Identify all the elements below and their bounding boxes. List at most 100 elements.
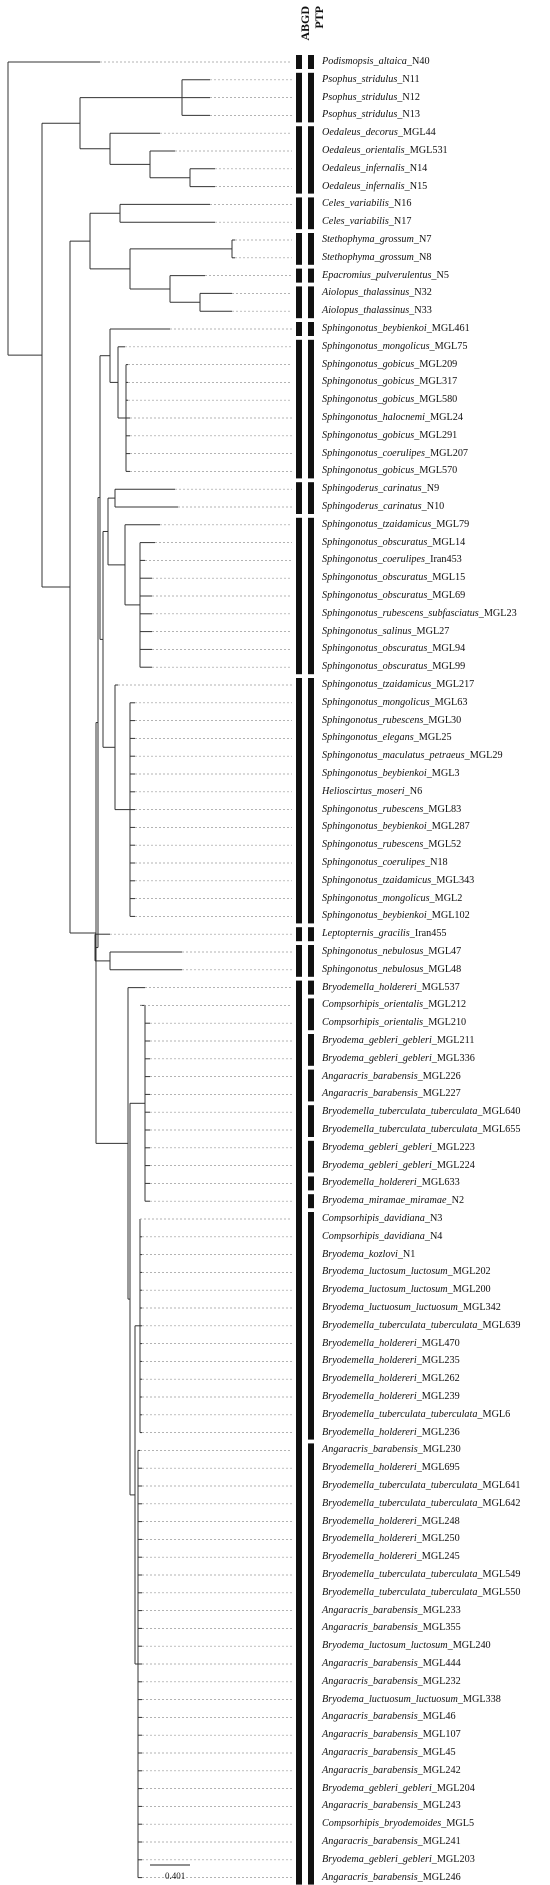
taxon-label: Sphingonotus_rubescens_subfasciatus_MGL2…: [322, 608, 517, 620]
taxon-label: Sphingonotus_salinus_MGL27: [322, 626, 449, 638]
taxon-code: _MGL246: [417, 1871, 461, 1883]
taxon-label: Sphingonotus_rubescens_MGL30: [322, 715, 461, 727]
taxon-label: Sphingonotus_rubescens_MGL52: [322, 839, 461, 851]
delimitation-bar: [308, 1443, 314, 1885]
taxon-name: Angaracris_barabensis: [322, 1711, 418, 1723]
taxon-name: Bryodemella_holdereri: [322, 1515, 417, 1527]
taxon-name: Bryodema_gebleri_gebleri: [322, 1035, 432, 1046]
taxon-code: _MGL531: [404, 145, 448, 156]
taxon-name: Bryodemella_holdereri: [322, 1337, 417, 1349]
taxon-name: Sphingonotus_rubescens: [322, 714, 424, 726]
taxon-code: _N14: [404, 162, 428, 174]
taxon-name: Sphingonotus_coerulipes: [322, 857, 425, 868]
taxon-code: _MGL336: [431, 1052, 475, 1064]
taxon-label: Bryodemella_tuberculata_tuberculata_MGL6…: [322, 1480, 520, 1492]
taxon-code: _MGL262: [416, 1373, 460, 1385]
delimitation-bar: [308, 126, 314, 194]
taxon-name: Sphingonotus_mongolicus: [322, 340, 430, 352]
delimitation-bar: [308, 1140, 314, 1173]
taxon-code: _MGL287: [426, 821, 470, 833]
taxon-label: Sphingonotus_coerulipes_MGL207: [322, 448, 468, 460]
taxon-code: _N11: [397, 73, 420, 85]
taxon-code: _N9: [421, 483, 440, 495]
taxon-label: Compsorhipis_bryodemoides_MGL5: [322, 1818, 474, 1830]
taxon-code: _MGL570: [414, 465, 458, 477]
taxon-name: Bryodemella_holdereri: [322, 1355, 417, 1367]
delimitation-bar: [308, 1212, 314, 1440]
taxon-label: Epacromius_pulverulentus_N5: [322, 270, 449, 282]
taxon-name: Angaracris_barabensis: [322, 1658, 418, 1669]
taxon-name: Bryodemella_holdereri: [322, 1551, 417, 1563]
taxon-name: Sphingonotus_mongolicus: [322, 892, 430, 904]
taxon-name: Bryodemella_tuberculata_tuberculata: [322, 1124, 478, 1135]
taxon-label: Sphingonotus_beybienkoi_MGL3: [322, 768, 460, 780]
delimitation-bar: [296, 55, 302, 69]
taxon-label: Angaracris_barabensis_MGL444: [322, 1658, 461, 1670]
taxon-label: Sphingonotus_gobicus_MGL317: [322, 376, 457, 388]
taxon-label: Bryodemella_holdereri_MGL537: [322, 982, 460, 994]
taxon-name: Epacromius_pulverulentus: [322, 269, 432, 281]
taxon-name: Oedaleus_decorus: [322, 127, 398, 139]
taxon-name: Psophus_stridulus: [322, 91, 398, 103]
taxon-code: _MGL230: [417, 1444, 461, 1456]
taxon-label: Bryodemella_tuberculata_tuberculata_MGL5…: [322, 1587, 520, 1599]
taxon-label: Podismopsis_altaica_N40: [322, 56, 430, 68]
taxon-name: Angaracris_barabensis: [322, 1675, 418, 1687]
taxon-name: Sphingonotus_maculatus_petraeus: [322, 750, 465, 762]
taxon-code: _MGL470: [416, 1337, 460, 1349]
taxon-name: Oedaleus_orientalis: [322, 145, 405, 156]
taxon-name: Sphingonotus_obscuratus: [322, 590, 428, 601]
taxon-label: Sphingonotus_tzaidamicus_MGL217: [322, 679, 474, 691]
taxon-name: Bryodema_luctuosum_luctuosum: [322, 1693, 458, 1705]
taxon-label: Psophus_stridulus_N12: [322, 92, 420, 104]
taxon-label: Sphingonotus_coerulipes_N18: [322, 857, 448, 869]
taxon-label: Bryodema_luctuosum_luctuosum_MGL342: [322, 1302, 501, 1314]
taxon-name: Bryodema_miramae_miramae: [322, 1195, 447, 1207]
taxon-label: Sphingonotus_maculatus_petraeus_MGL29: [322, 750, 503, 762]
taxon-code: _MGL30: [423, 714, 462, 726]
taxon-code: _N13: [397, 109, 420, 121]
taxon-name: Bryodema_gebleri_gebleri: [322, 1782, 432, 1794]
taxon-code: _MGL233: [417, 1604, 461, 1616]
taxon-name: Sphingonotus_obscuratus: [322, 536, 428, 548]
taxon-label: Sphingoderus_carinatus_N10: [322, 501, 444, 513]
taxon-label: Sphingonotus_tzaidamicus_MGL343: [322, 875, 474, 887]
taxon-code: _MGL224: [431, 1159, 475, 1171]
taxon-name: Sphingonotus_beybienkoi: [322, 821, 427, 833]
taxon-code: _MGL444: [417, 1658, 461, 1669]
taxon-label: Sphingonotus_obscuratus_MGL99: [322, 661, 465, 673]
taxon-label: Bryodemella_holdereri_MGL245: [322, 1551, 460, 1563]
taxon-label: Angaracris_barabensis_MGL226: [322, 1071, 461, 1083]
taxon-name: Bryodema_gebleri_gebleri: [322, 1052, 432, 1064]
taxon-name: Celes_variabilis: [322, 216, 389, 228]
taxon-code: _MGL338: [457, 1693, 501, 1705]
taxon-code: _MGL5: [441, 1818, 475, 1830]
delimitation-bar: [296, 286, 302, 319]
delimitation-bar: [308, 233, 314, 265]
taxon-name: Bryodemella_holdereri: [322, 1426, 417, 1438]
taxon-label: Psophus_stridulus_N11: [322, 74, 420, 86]
taxon-name: Sphingonotus_halocnemi: [322, 412, 425, 423]
delimitation-bar: [296, 482, 302, 514]
taxon-code: _MGL461: [426, 323, 470, 334]
taxon-code: _MGL695: [416, 1462, 460, 1474]
taxon-name: Bryodemella_tuberculata_tuberculata: [322, 1319, 478, 1331]
taxon-label: Celes_variabilis_N17: [322, 216, 411, 228]
taxon-name: Angaracris_barabensis: [322, 1070, 418, 1082]
taxon-label: Angaracris_barabensis_MGL227: [322, 1088, 461, 1100]
taxon-name: Sphingonotus_obscuratus: [322, 572, 428, 584]
taxon-label: Angaracris_barabensis_MGL243: [322, 1800, 461, 1812]
taxon-code: _MGL655: [477, 1124, 521, 1135]
taxon-name: Oedaleus_infernalis: [322, 180, 405, 192]
taxon-name: Sphingonotus_gobicus: [322, 376, 415, 388]
delimitation-bar: [308, 322, 314, 336]
taxon-code: _MGL355: [417, 1622, 461, 1634]
taxon-name: Bryodema_luctosum_luctosum: [322, 1640, 448, 1652]
taxon-label: Bryodemella_holdereri_MGL250: [322, 1533, 460, 1545]
taxon-name: Sphingonotus_rubescens: [322, 839, 424, 851]
taxon-label: Bryodema_luctosum_luctosum_MGL202: [322, 1266, 491, 1278]
ptp-header: PTP: [312, 6, 326, 29]
taxon-code: _MGL232: [417, 1675, 461, 1687]
taxon-label: Bryodemella_holdereri_MGL262: [322, 1373, 460, 1385]
